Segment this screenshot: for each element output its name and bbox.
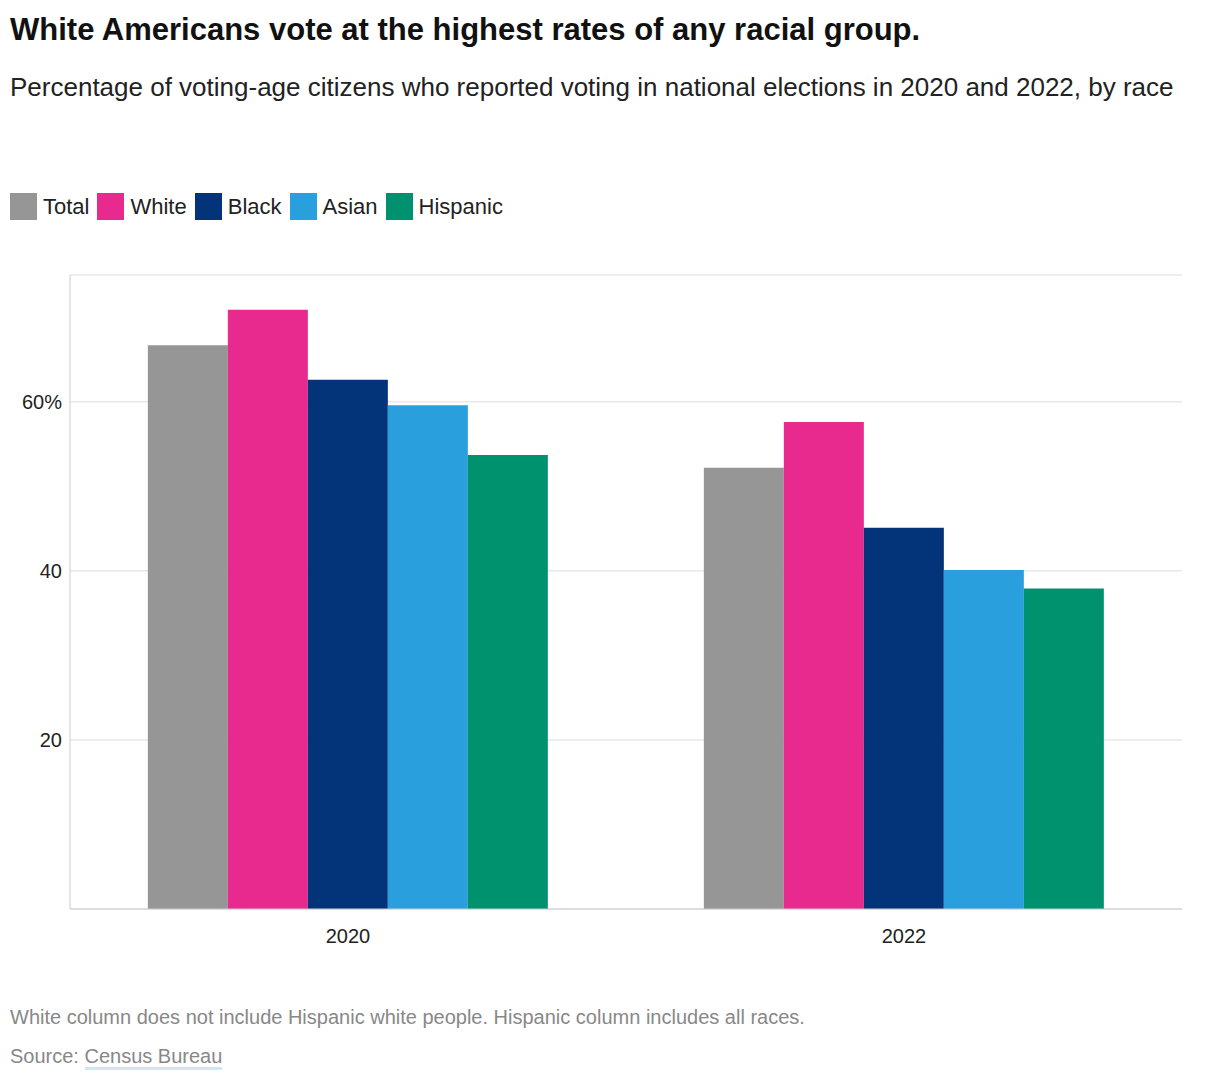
- svg-text:2020: 2020: [326, 925, 371, 947]
- html-text:Source: Census Bureau: Source: Census Bureau: [10, 1045, 223, 1067]
- svg-text:2022: 2022: [882, 925, 927, 947]
- html-text:White Americans vote at the hi: White Americans vote at the highest rate…: [10, 12, 921, 47]
- svg-text:20: 20: [40, 729, 62, 751]
- html-text:White: White: [130, 193, 187, 219]
- svg-text:40: 40: [40, 560, 62, 582]
- html-text:Percentage of voting-age citiz: Percentage of voting-age citizens who re…: [10, 72, 1174, 102]
- html-text:Asian: Asian: [322, 193, 378, 219]
- html-text:Hispanic: Hispanic: [418, 193, 503, 219]
- html-text:White column does not include: White column does not include Hispanic w…: [10, 1006, 805, 1028]
- svg-text:60%: 60%: [22, 391, 62, 413]
- html-text:Total: Total: [43, 193, 90, 219]
- html-text:Black: Black: [227, 193, 282, 219]
